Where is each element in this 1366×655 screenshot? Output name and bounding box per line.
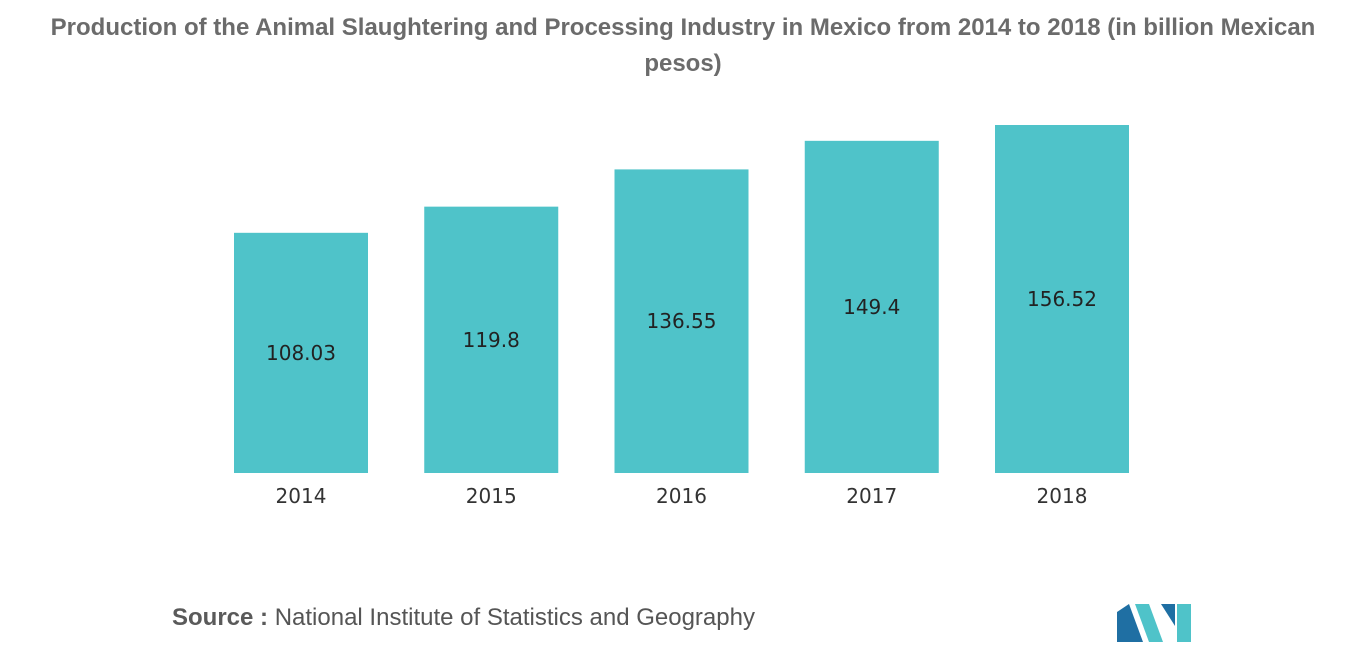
source-line: Source : National Institute of Statistic… <box>172 604 755 632</box>
logo-shape-right-top <box>1161 604 1175 626</box>
chart-title: Production of the Animal Slaughtering an… <box>50 14 1316 77</box>
bar-2018 <box>995 125 1129 473</box>
bar-2016 <box>614 169 749 474</box>
x-tick-2017: 2017 <box>846 484 897 508</box>
mordor-intelligence-logo-icon <box>1117 604 1191 642</box>
x-tick-2016: 2016 <box>656 484 707 508</box>
x-tick-2014: 2014 <box>276 484 327 508</box>
bar-2014 <box>234 232 368 473</box>
value-label-2015: 119.8 <box>463 328 520 352</box>
bars-group <box>234 125 1129 474</box>
value-label-2017: 149.4 <box>843 295 900 319</box>
source-prefix: Source : <box>172 604 269 631</box>
bar-2017 <box>804 140 939 473</box>
value-label-2014: 108.03 <box>266 341 336 365</box>
logo-shape-middle <box>1135 604 1163 642</box>
value-label-2016: 136.55 <box>647 309 717 333</box>
value-labels-group: 108.03 119.8 136.55 149.4 156.52 <box>266 287 1097 365</box>
x-axis-ticks: 2014 2015 2016 2017 2018 <box>276 484 1088 508</box>
x-tick-2015: 2015 <box>466 484 517 508</box>
logo-shape-right <box>1177 604 1191 642</box>
x-tick-2018: 2018 <box>1037 484 1088 508</box>
bar-2015 <box>424 206 559 473</box>
source-text: National Institute of Statistics and Geo… <box>268 604 755 631</box>
value-label-2018: 156.52 <box>1027 287 1097 311</box>
logo-shape-left <box>1117 604 1143 642</box>
